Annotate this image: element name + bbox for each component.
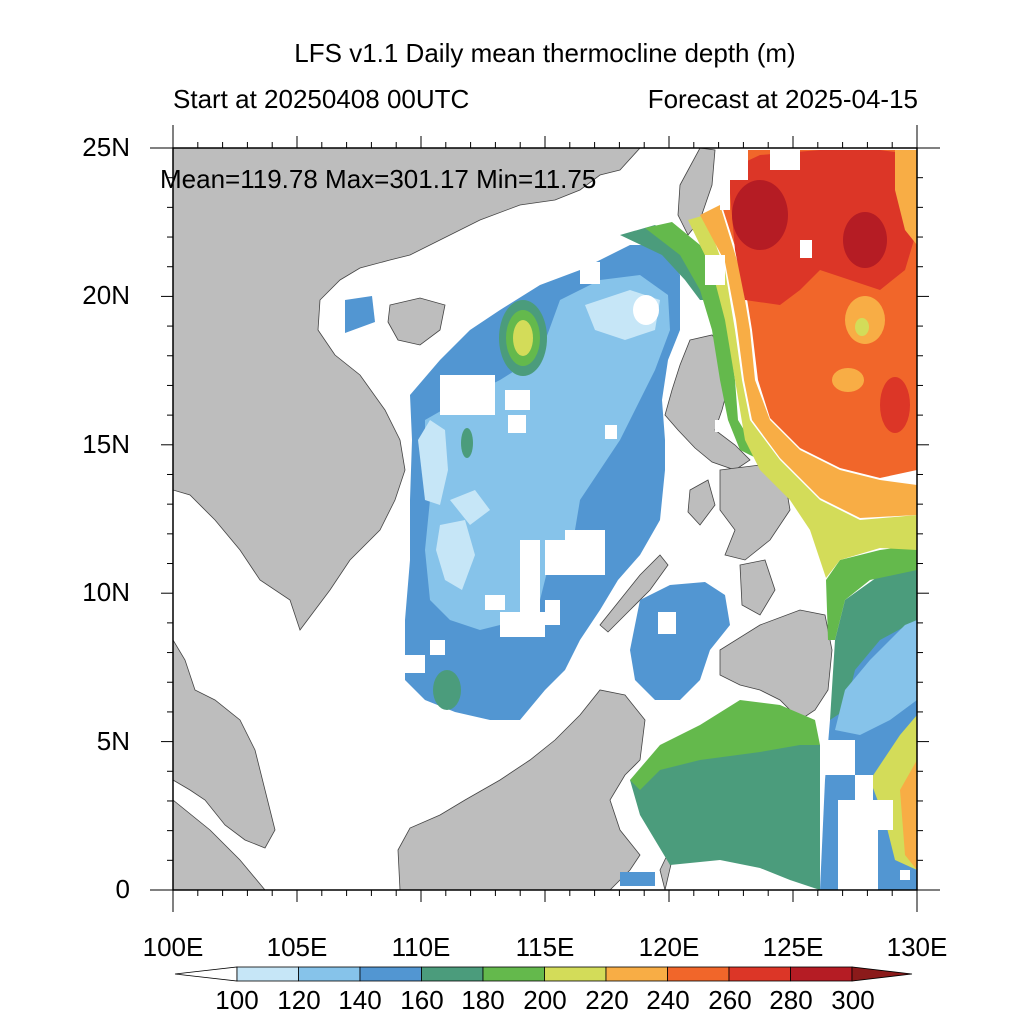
- colorbar-swatch: [482, 966, 545, 982]
- contour-160-180-pacific: [830, 560, 917, 720]
- contour-220-240-ne-edge: [895, 150, 917, 245]
- colorbar-label: 180: [461, 985, 505, 1015]
- colorbar-label: 100: [215, 985, 259, 1015]
- contour-280-300-core-b: [843, 212, 887, 268]
- y-tick-label: 20N: [82, 280, 130, 310]
- colorbar-low-triangle: [174, 966, 238, 982]
- contour-160-180-luzon-rim: [620, 225, 715, 300]
- map-panel: [173, 148, 917, 890]
- x-tick-label: 125E: [762, 932, 824, 962]
- contour-140-160-tonkin: [345, 296, 375, 333]
- colorbar-label: 200: [523, 985, 567, 1015]
- land-malay-peninsula: [173, 639, 276, 849]
- colorbar-swatch: [236, 966, 299, 982]
- colorbar-swatch: [667, 966, 730, 982]
- contour-140-160-sulu: [630, 582, 730, 700]
- land-mainland: [173, 148, 641, 631]
- forecast-time-label: Forecast at 2025-04-15: [647, 84, 918, 114]
- x-tick-label: 130E: [886, 932, 948, 962]
- contour-100-120-b: [436, 520, 475, 590]
- colorbar-swatch: [728, 966, 791, 982]
- colorbar-label: 120: [277, 985, 321, 1015]
- colorbar-swatch: [544, 966, 607, 982]
- colorbar-label: 220: [585, 985, 629, 1015]
- y-tick-label: 10N: [82, 577, 130, 607]
- colorbar-swatch: [605, 966, 668, 982]
- colorbar-label: 160: [400, 985, 444, 1015]
- contour-100-120-c: [450, 490, 490, 525]
- contour-220-240-pacific-n: [700, 205, 917, 518]
- y-tick-label: 15N: [82, 429, 130, 459]
- contour-160-spot-b: [433, 670, 461, 710]
- land-hainan: [387, 297, 446, 346]
- land-borneo: [397, 689, 646, 890]
- colorbar-high-triangle: [851, 966, 913, 982]
- x-tick-label: 115E: [515, 932, 575, 962]
- colorbar-swatch: [359, 966, 422, 982]
- contour-200-eddy: [513, 320, 533, 356]
- contour-120-140-pacific: [835, 620, 917, 735]
- y-tick-label: 5N: [96, 726, 130, 756]
- contour-180-200-luzon-strait: [645, 222, 760, 460]
- stats-annotation: Mean=119.78 Max=301.17 Min=11.75: [160, 164, 597, 194]
- x-tick-label: 120E: [638, 932, 700, 962]
- contour-120-140-scs: [425, 275, 670, 630]
- colorbar: [174, 966, 913, 982]
- contour-180-200-pacific: [826, 545, 917, 640]
- y-tick-label: 0: [115, 874, 130, 904]
- contour-160-180-celebes: [630, 740, 820, 890]
- colorbar-swatch: [298, 966, 361, 982]
- contour-100-white-eddy: [633, 295, 659, 325]
- masked-gaps: [405, 150, 910, 890]
- contour-280-300-core-a: [732, 180, 788, 250]
- contour-100-120-a: [418, 420, 448, 505]
- x-tick-label: 110E: [391, 932, 451, 962]
- land-mindanao: [719, 609, 833, 721]
- land-sumatra: [173, 799, 266, 890]
- contour-220-240-spot-b: [832, 368, 864, 392]
- contour-140-160-spot-c: [620, 872, 655, 886]
- contour-160-spot-a: [461, 428, 473, 458]
- colorbar-label: 300: [831, 985, 875, 1015]
- y-tick-label: 25N: [82, 132, 130, 162]
- colorbar-swatch: [790, 966, 853, 982]
- land-palawan: [599, 554, 669, 633]
- axis-ticks: [161, 136, 929, 902]
- map-title: LFS v1.1 Daily mean thermocline depth (m…: [294, 38, 796, 68]
- contour-180-200-celebes-rim: [630, 700, 820, 790]
- contour-220-240-pacific-s: [900, 760, 917, 870]
- x-tick-label: 100E: [142, 932, 204, 962]
- colorbar-label: 260: [708, 985, 752, 1015]
- colorbar-label: 140: [338, 985, 382, 1015]
- x-tick-label: 105E: [266, 932, 328, 962]
- colorbar-swatch: [421, 966, 484, 982]
- contour-200-220-spot-a: [855, 318, 869, 336]
- colorbar-label: 240: [646, 985, 690, 1015]
- start-time-label: Start at 20250408 00UTC: [173, 84, 470, 114]
- contour-200-220-pacific-n: [688, 215, 917, 578]
- colorbar-label: 280: [769, 985, 813, 1015]
- contour-280-300-core-c: [880, 377, 910, 433]
